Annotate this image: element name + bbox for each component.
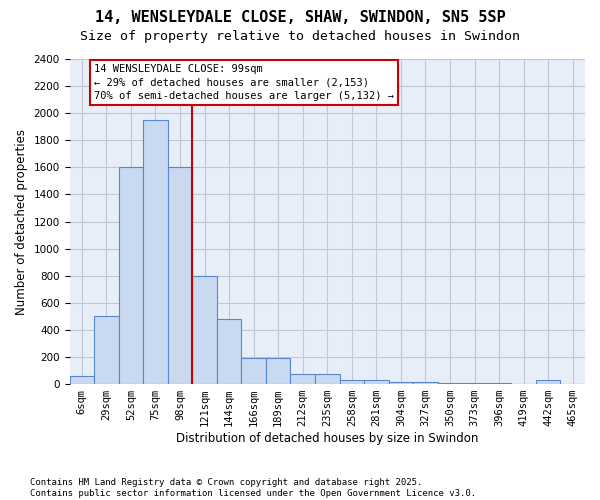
Bar — [94, 316, 119, 384]
Bar — [413, 382, 438, 384]
Bar — [315, 374, 340, 384]
Bar — [389, 382, 413, 384]
Bar — [241, 358, 266, 384]
Bar — [192, 276, 217, 384]
Bar — [462, 382, 487, 384]
Y-axis label: Number of detached properties: Number of detached properties — [15, 128, 28, 314]
Bar — [119, 168, 143, 384]
X-axis label: Distribution of detached houses by size in Swindon: Distribution of detached houses by size … — [176, 432, 478, 445]
Text: Size of property relative to detached houses in Swindon: Size of property relative to detached ho… — [80, 30, 520, 43]
Bar — [340, 380, 364, 384]
Text: 14, WENSLEYDALE CLOSE, SHAW, SWINDON, SN5 5SP: 14, WENSLEYDALE CLOSE, SHAW, SWINDON, SN… — [95, 10, 505, 25]
Text: Contains HM Land Registry data © Crown copyright and database right 2025.
Contai: Contains HM Land Registry data © Crown c… — [30, 478, 476, 498]
Bar — [217, 319, 241, 384]
Bar — [266, 358, 290, 384]
Bar — [290, 374, 315, 384]
Bar — [364, 380, 389, 384]
Bar — [143, 120, 168, 384]
Bar — [438, 382, 462, 384]
Bar — [70, 376, 94, 384]
Bar — [168, 168, 192, 384]
Text: 14 WENSLEYDALE CLOSE: 99sqm
← 29% of detached houses are smaller (2,153)
70% of : 14 WENSLEYDALE CLOSE: 99sqm ← 29% of det… — [94, 64, 394, 101]
Bar — [536, 380, 560, 384]
